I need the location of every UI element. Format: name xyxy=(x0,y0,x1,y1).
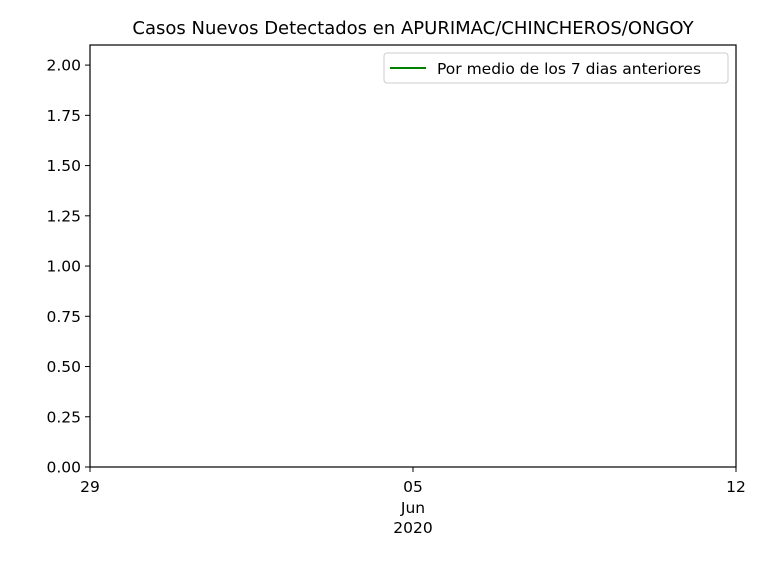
x-tick-sublabel: Jun xyxy=(400,499,425,517)
plot-area xyxy=(89,44,737,468)
x-tick-label: 05 xyxy=(403,478,423,496)
y-tick-label: 1.00 xyxy=(46,258,81,276)
legend-box xyxy=(383,52,729,84)
y-tick-label: 2.00 xyxy=(46,57,81,75)
y-tick-label: 0.00 xyxy=(46,459,81,477)
y-tick-label: 0.25 xyxy=(46,408,81,426)
y-axis: 0.00 0.25 0.50 0.75 1.00 1.25 1.50 1.75 2.00 xyxy=(46,57,90,477)
legend-label: Por medio de los 7 dias anteriores xyxy=(437,60,701,78)
y-tick-label: 1.25 xyxy=(46,207,81,225)
y-tick-label: 0.50 xyxy=(46,358,81,376)
y-tick-label: 0.75 xyxy=(46,308,81,326)
chart-title: Casos Nuevos Detectados en APURIMAC/CHIN… xyxy=(132,18,694,39)
x-tick-label: 29 xyxy=(80,478,100,496)
x-axis: 29 05 Jun 2020 12 xyxy=(80,467,746,537)
x-tick-label: 12 xyxy=(726,478,746,496)
legend: Por medio de los 7 dias anteriores xyxy=(383,52,729,84)
y-tick-label: 1.50 xyxy=(46,157,81,175)
y-tick-label: 1.75 xyxy=(46,107,81,125)
x-tick-sublabel: 2020 xyxy=(393,519,432,537)
